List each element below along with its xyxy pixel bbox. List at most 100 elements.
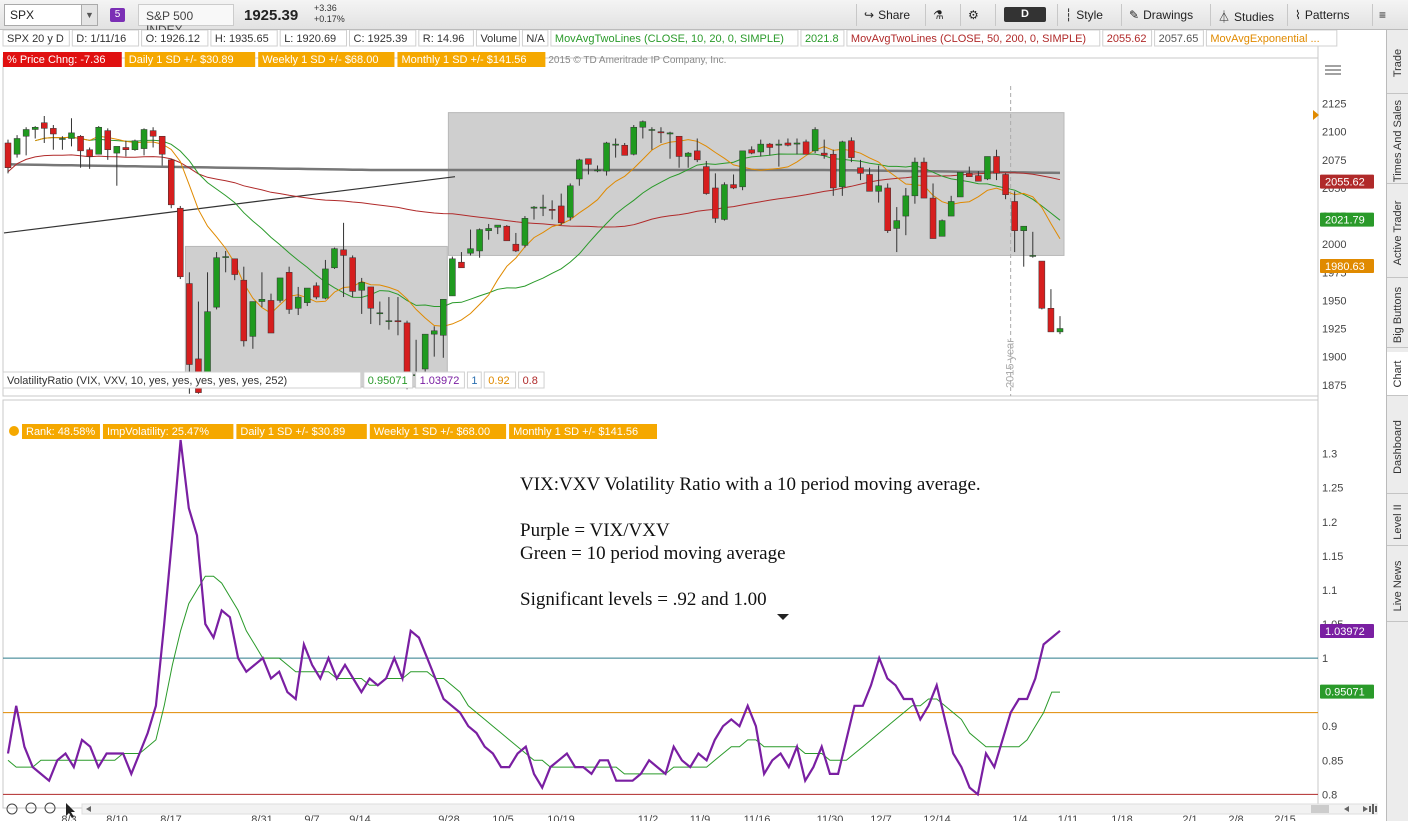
timeframe-label[interactable]: D — [1004, 7, 1046, 22]
sidebar-tab-level-ii[interactable]: Level II — [1387, 498, 1408, 546]
candle-body[interactable] — [4, 142, 12, 168]
candle-body[interactable] — [703, 166, 710, 194]
candle-body[interactable] — [421, 333, 429, 370]
candle-body[interactable] — [1047, 308, 1055, 333]
candle-body[interactable] — [612, 143, 619, 146]
candle-body[interactable] — [50, 128, 57, 135]
sidebar-tab-big-buttons[interactable]: Big Buttons — [1387, 282, 1408, 348]
sidebar-tab-active-trader[interactable]: Active Trader — [1387, 188, 1408, 278]
candle-body[interactable] — [594, 169, 601, 172]
candle-body[interactable] — [857, 167, 864, 174]
candle-body[interactable] — [467, 248, 474, 254]
candle-body[interactable] — [86, 149, 93, 157]
candle-body[interactable] — [739, 150, 746, 188]
menu-button[interactable]: ≡ — [1372, 4, 1396, 26]
candle-body[interactable] — [385, 320, 393, 322]
candle-body[interactable] — [811, 129, 819, 152]
candle-body[interactable] — [440, 299, 447, 336]
candle-body[interactable] — [276, 277, 284, 301]
candle-body[interactable] — [648, 129, 656, 131]
candle-body[interactable] — [358, 282, 365, 291]
candle-body[interactable] — [820, 152, 828, 156]
candle-body[interactable] — [249, 301, 257, 337]
style-button[interactable]: ┆ Style — [1057, 4, 1110, 26]
candle-body[interactable] — [748, 149, 755, 154]
candle-body[interactable] — [322, 268, 329, 299]
candle-body[interactable] — [539, 206, 547, 209]
chart-area[interactable]: SPX 20 y D D: 1/11/16 O: 1926.12 H: 1935.65… — [0, 30, 1386, 821]
zoom-out-icon[interactable] — [44, 802, 56, 814]
candle-body[interactable] — [313, 285, 320, 298]
candle-body[interactable] — [186, 283, 193, 365]
candle-body[interactable] — [1002, 174, 1009, 195]
candle-body[interactable] — [920, 161, 928, 199]
candle-body[interactable] — [585, 158, 592, 165]
candle-body[interactable] — [430, 330, 438, 335]
candle-body[interactable] — [666, 132, 674, 135]
candle-body[interactable] — [866, 174, 873, 192]
candle-body[interactable] — [947, 201, 955, 217]
candle-body[interactable] — [757, 143, 764, 153]
candle-body[interactable] — [621, 144, 628, 156]
candle-body[interactable] — [68, 132, 75, 139]
candle-body[interactable] — [530, 206, 538, 209]
sidebar-tab-dashboard[interactable]: Dashboard — [1387, 400, 1408, 494]
flask-button[interactable]: ⚗ — [925, 4, 955, 26]
candle-body[interactable] — [911, 161, 919, 197]
candle-body[interactable] — [403, 322, 411, 379]
candle-body[interactable] — [893, 220, 901, 229]
symbol-input[interactable]: SPX ▼ — [4, 4, 98, 26]
link-group-badge[interactable]: 5 — [110, 8, 125, 22]
studies-button[interactable]: ⏃ Studies — [1210, 4, 1281, 26]
expand-icon[interactable] — [1369, 804, 1377, 814]
candle-body[interactable] — [494, 224, 501, 228]
candle-body[interactable] — [285, 272, 293, 310]
candle-body[interactable] — [993, 156, 1000, 174]
candle-body[interactable] — [802, 141, 810, 155]
candle-body[interactable] — [167, 159, 175, 206]
candle-body[interactable] — [567, 185, 574, 218]
candle-body[interactable] — [449, 258, 456, 297]
candle-body[interactable] — [140, 129, 148, 149]
candle-body[interactable] — [929, 197, 937, 239]
candle-body[interactable] — [956, 171, 964, 198]
candle-body[interactable] — [258, 299, 266, 302]
candle-body[interactable] — [340, 249, 347, 256]
candle-body[interactable] — [684, 152, 692, 157]
candle-body[interactable] — [1020, 225, 1027, 231]
candle-body[interactable] — [95, 126, 102, 155]
candle-body[interactable] — [721, 184, 728, 220]
candle-body[interactable] — [13, 138, 21, 155]
patterns-button[interactable]: ⌇ Patterns — [1287, 4, 1357, 26]
candle-body[interactable] — [576, 159, 583, 180]
crosshair-icon[interactable] — [6, 803, 18, 815]
candle-body[interactable] — [730, 184, 737, 189]
candle-body[interactable] — [938, 220, 946, 237]
candle-body[interactable] — [639, 121, 647, 128]
candle-body[interactable] — [793, 142, 801, 145]
pointer-icon[interactable] — [66, 803, 75, 818]
candle-body[interactable] — [657, 131, 665, 134]
candle-body[interactable] — [512, 243, 520, 252]
candle-body[interactable] — [830, 153, 837, 189]
candle-body[interactable] — [149, 130, 157, 137]
candle-body[interactable] — [177, 207, 184, 278]
candle-body[interactable] — [240, 279, 248, 342]
candle-body[interactable] — [376, 312, 384, 315]
candle-body[interactable] — [31, 126, 39, 130]
candle-body[interactable] — [503, 225, 511, 242]
candle-body[interactable] — [485, 228, 492, 231]
sidebar-tab-live-news[interactable]: Live News — [1387, 550, 1408, 622]
candle-body[interactable] — [848, 140, 855, 158]
candle-body[interactable] — [77, 135, 84, 152]
candle-body[interactable] — [122, 147, 130, 150]
candle-body[interactable] — [294, 296, 302, 309]
candle-body[interactable] — [1038, 260, 1046, 309]
candle-body[interactable] — [367, 286, 375, 309]
candle-body[interactable] — [693, 150, 701, 161]
candle-body[interactable] — [104, 130, 112, 150]
sidebar-tab-trade[interactable]: Trade — [1387, 32, 1408, 94]
candle-body[interactable] — [902, 195, 910, 217]
candle-body[interactable] — [1056, 328, 1064, 333]
candle-body[interactable] — [158, 135, 166, 155]
